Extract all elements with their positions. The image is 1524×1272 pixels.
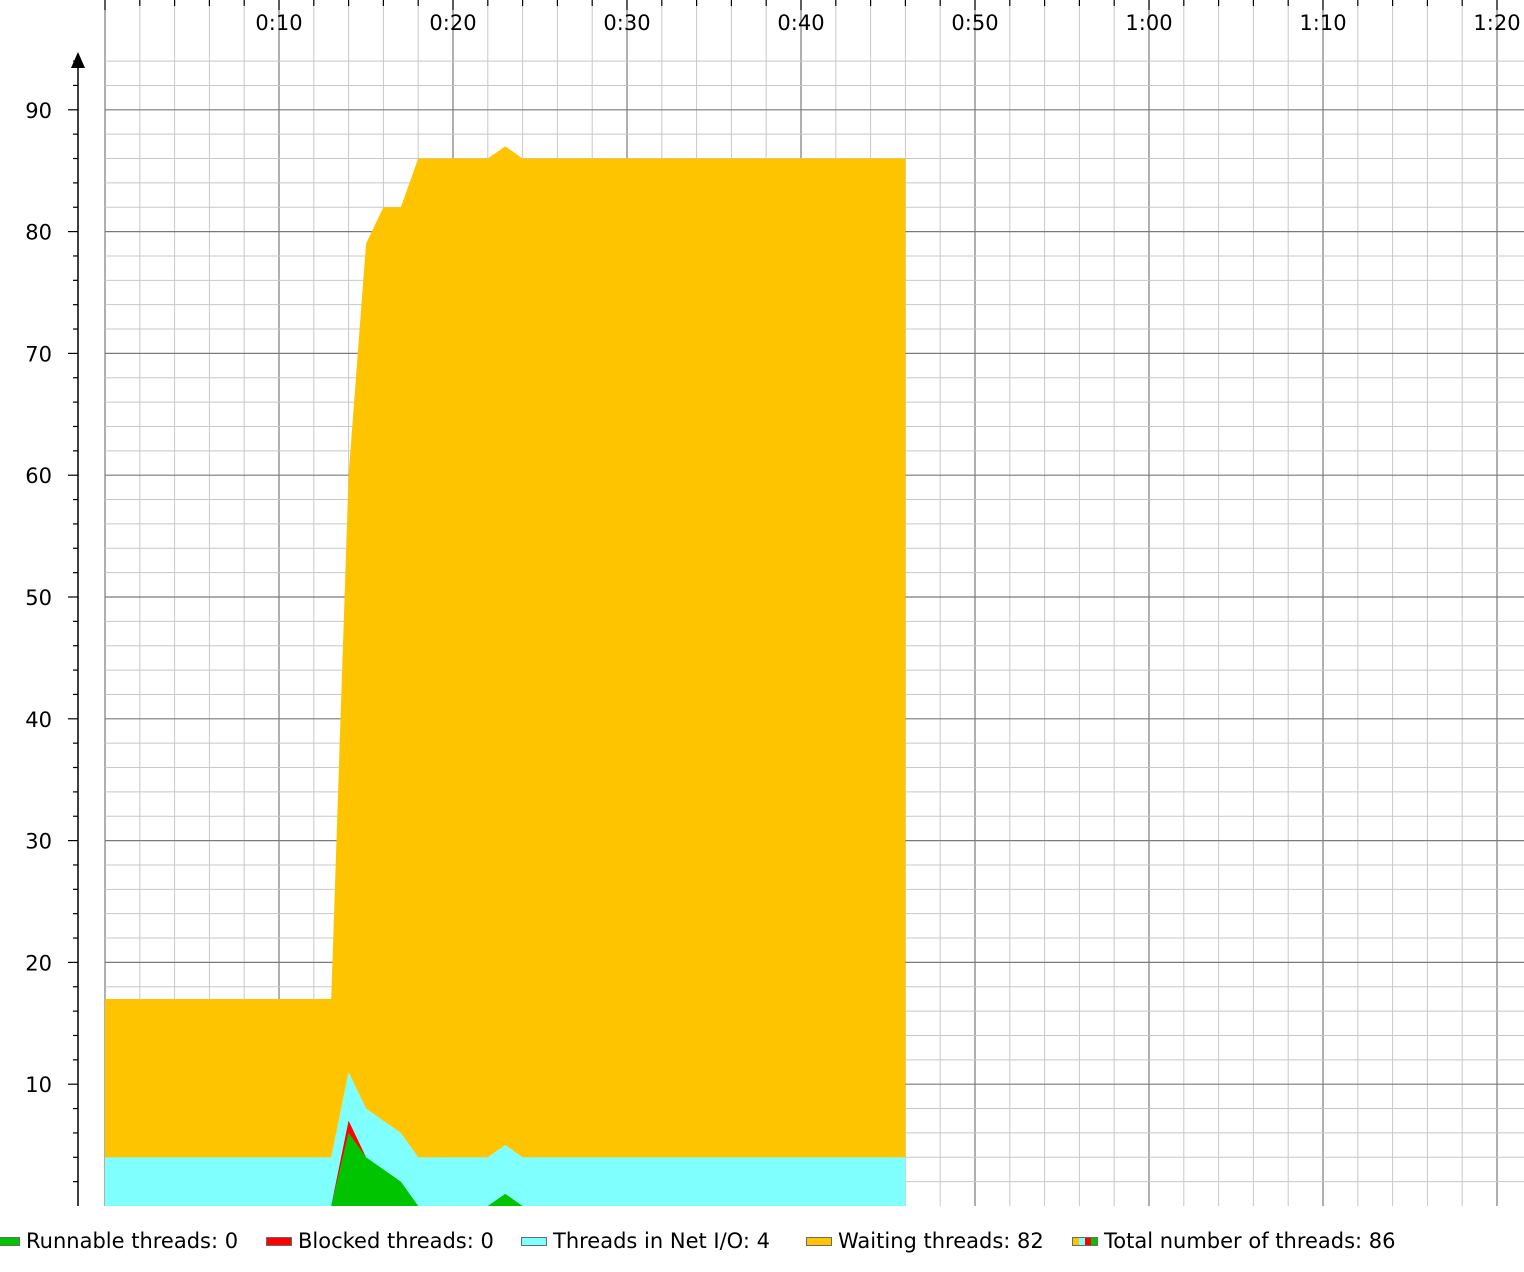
- y-tick-label: 10: [25, 1073, 52, 1097]
- legend-net-io-label: Threads in Net I/O: 4: [553, 1229, 770, 1253]
- blocked-swatch-icon: [266, 1236, 292, 1246]
- y-tick-label: 50: [25, 586, 52, 610]
- legend-runnable-label: Runnable threads: 0: [26, 1229, 239, 1253]
- legend-waiting-label: Waiting threads: 82: [838, 1229, 1044, 1253]
- legend: Runnable threads: 0 Blocked threads: 0 T…: [0, 1226, 1524, 1256]
- area-waiting-threads: [105, 146, 906, 1158]
- tick-labels: 10 20 30 40 50 60 70 80 90 0:10 0:20 0:30 0:40 0:50 1:…: [25, 11, 1520, 1097]
- y-tick-label: 90: [25, 99, 52, 123]
- runnable-swatch-icon: [0, 1236, 20, 1246]
- x-tick-label: 0:20: [429, 11, 476, 35]
- x-tick-label: 0:40: [777, 11, 824, 35]
- legend-item-total: Total number of threads: 86: [1072, 1226, 1396, 1256]
- x-tick-label: 0:50: [951, 11, 998, 35]
- legend-blocked-label: Blocked threads: 0: [298, 1229, 494, 1253]
- net-io-swatch-icon: [521, 1236, 547, 1246]
- stacked-areas: [105, 146, 906, 1206]
- y-tick-label: 40: [25, 708, 52, 732]
- waiting-swatch-icon: [806, 1236, 832, 1246]
- y-tick-label: 20: [25, 951, 52, 975]
- area-threads-in-net-i-o: [105, 1072, 906, 1206]
- x-tick-label: 1:00: [1125, 11, 1172, 35]
- legend-item-blocked: Blocked threads: 0: [266, 1226, 494, 1256]
- legend-item-net-io: Threads in Net I/O: 4: [521, 1226, 770, 1256]
- total-swatch-icon: [1072, 1236, 1098, 1246]
- y-tick-label: 70: [25, 342, 52, 366]
- x-tick-label: 0:30: [603, 11, 650, 35]
- x-tick-label: 1:10: [1299, 11, 1346, 35]
- legend-total-label: Total number of threads: 86: [1104, 1229, 1396, 1253]
- threads-chart: 10 20 30 40 50 60 70 80 90 0:10 0:20 0:30 0:40 0:50 1:…: [25, 0, 1524, 1206]
- legend-item-waiting: Waiting threads: 82: [806, 1226, 1044, 1256]
- y-axis-arrow-icon: [71, 52, 85, 68]
- legend-item-runnable: Runnable threads: 0: [0, 1226, 238, 1256]
- y-tick-label: 60: [25, 464, 52, 488]
- y-tick-label: 80: [25, 221, 52, 245]
- x-tick-label: 0:10: [255, 11, 302, 35]
- x-tick-label: 1:20: [1473, 11, 1520, 35]
- y-tick-label: 30: [25, 830, 52, 854]
- axes: [68, 0, 1498, 1206]
